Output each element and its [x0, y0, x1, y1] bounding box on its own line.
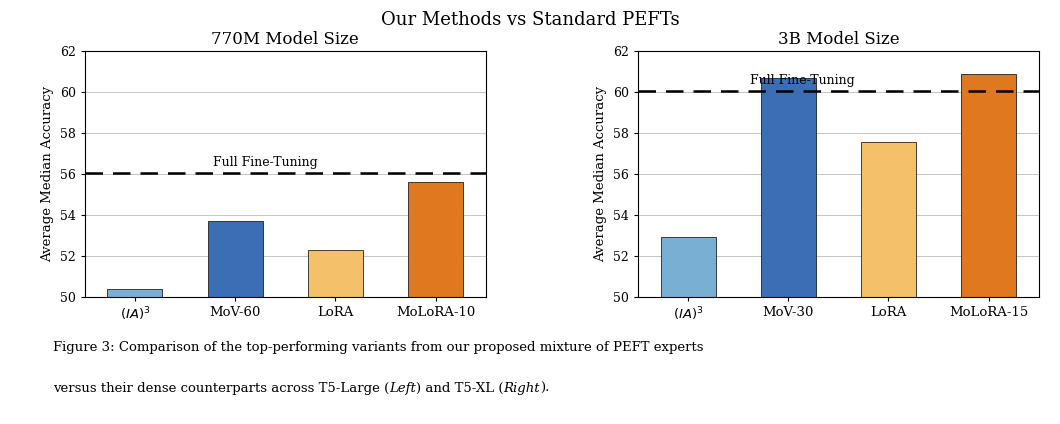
Text: versus their dense counterparts across T5-Large (: versus their dense counterparts across T…	[53, 382, 389, 395]
Text: Figure 3: Comparison of the top-performing variants from our proposed mixture of: Figure 3: Comparison of the top-performi…	[53, 341, 704, 354]
Text: Left: Left	[389, 382, 417, 395]
Bar	[660, 237, 716, 297]
Bar	[761, 78, 816, 297]
Bar	[861, 142, 916, 297]
Text: Full Fine-Tuning: Full Fine-Tuning	[750, 74, 855, 87]
Text: Full Fine-Tuning: Full Fine-Tuning	[213, 156, 318, 169]
Title: 3B Model Size: 3B Model Size	[778, 31, 899, 48]
Text: ).: ).	[541, 382, 550, 395]
Bar	[961, 75, 1017, 297]
Bar	[208, 221, 263, 297]
Text: Right: Right	[504, 382, 541, 395]
Text: ) and T5-XL (: ) and T5-XL (	[417, 382, 504, 395]
Bar	[107, 289, 162, 297]
Title: 770M Model Size: 770M Model Size	[211, 31, 359, 48]
Text: Our Methods vs Standard PEFTs: Our Methods vs Standard PEFTs	[381, 11, 679, 28]
Y-axis label: Average Median Accuracy: Average Median Accuracy	[41, 86, 54, 262]
Bar	[408, 182, 463, 297]
Bar	[307, 250, 363, 297]
Y-axis label: Average Median Accuracy: Average Median Accuracy	[595, 86, 607, 262]
